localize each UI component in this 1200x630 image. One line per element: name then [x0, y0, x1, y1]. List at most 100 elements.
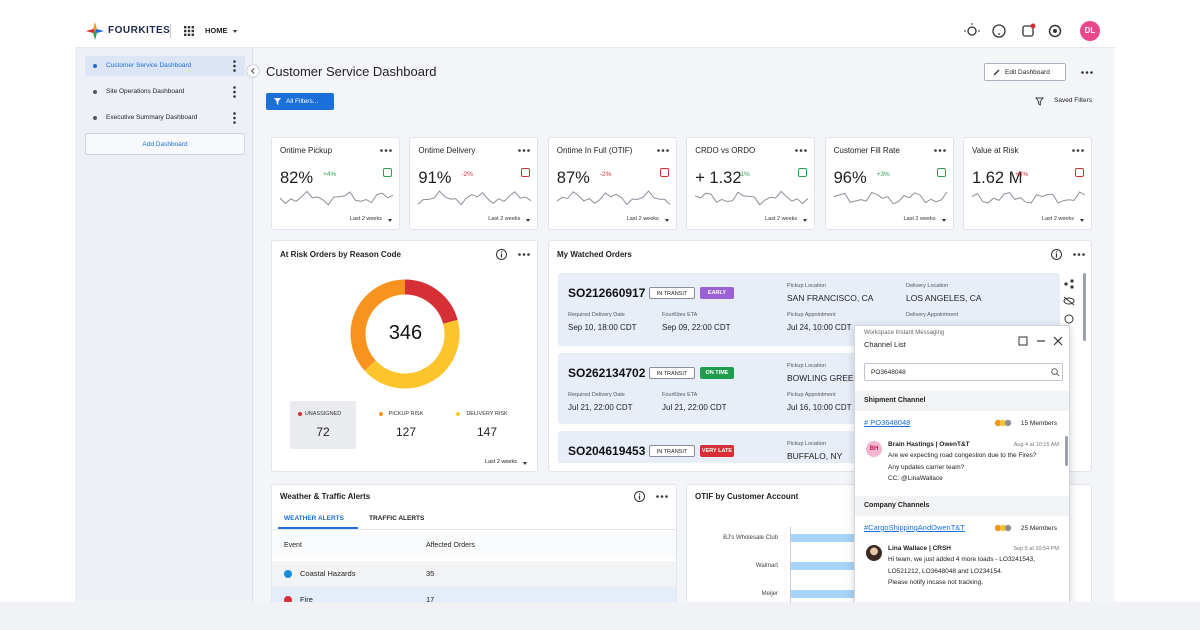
caret — [233, 30, 237, 33]
more-menu[interactable] — [380, 149, 392, 152]
kpi-period[interactable]: Last 2 weeks — [488, 216, 521, 222]
item-dot — [93, 64, 97, 68]
edit-dashboard-button[interactable]: Edit Dashboard — [984, 63, 1066, 81]
nav-menu[interactable]: HOME — [205, 26, 228, 35]
kpi-title: Ontime Pickup — [280, 146, 333, 155]
saved-filters[interactable]: Saved Filters — [1054, 97, 1092, 104]
caret — [1080, 218, 1084, 222]
menu-dot — [1082, 253, 1085, 256]
menu-dot — [665, 495, 668, 498]
legend-label: UNASSIGNED — [304, 411, 342, 417]
more-menu[interactable] — [1073, 253, 1085, 256]
more-menu[interactable] — [656, 495, 668, 498]
kpi-delta: -2% — [599, 171, 612, 178]
more-menu[interactable] — [233, 112, 236, 124]
message-author: Lina Wallace | CRSH — [888, 545, 951, 552]
all-filters-label: All Filters... — [286, 97, 319, 105]
collapse-toggle[interactable] — [246, 64, 260, 78]
table-row[interactable] — [272, 561, 676, 587]
member-dot — [999, 524, 1007, 532]
sidebar-item[interactable]: Executive Summary Dashboard — [85, 108, 245, 128]
pencil — [993, 69, 1000, 76]
menu-dot — [518, 253, 521, 256]
caret — [803, 218, 808, 222]
popup-controls[interactable] — [1018, 336, 1063, 346]
all-filters-button[interactable]: All Filters... — [266, 93, 334, 110]
order-row[interactable]: SO212660917 IN TRANSIT EARLY Required Deliv… — [558, 273, 1060, 346]
more-menu[interactable] — [795, 149, 807, 152]
sparkline-path — [971, 191, 1086, 204]
kpi-delta: -1% — [738, 171, 750, 178]
top-bar — [75, 15, 1115, 48]
row-actions[interactable] — [1063, 279, 1075, 329]
info-icon[interactable] — [634, 491, 645, 502]
kpi-value: 1.62 M — [972, 169, 1023, 187]
more-menu[interactable] — [233, 60, 236, 72]
chat-popup: Workspace Instant Messaging Channel List P… — [854, 325, 1070, 615]
status-badge: IN TRANSIT — [649, 367, 695, 379]
order-pickup: BUFFALO, NY — [787, 451, 843, 461]
add-dashboard-button[interactable]: Add Dashboard — [85, 133, 245, 155]
filter-icon — [1035, 97, 1044, 106]
share-node — [1070, 285, 1074, 289]
chat-app-name: Workspace Instant Messaging — [864, 330, 945, 336]
channel-link[interactable]: # PO3648048 — [864, 418, 911, 427]
kpi-period[interactable]: Last 2 weeks — [765, 216, 798, 222]
sidebar-item[interactable]: Site Operations Dashboard — [85, 82, 245, 102]
more-menu[interactable] — [233, 86, 236, 98]
period-selector[interactable]: Last 2 weeks — [484, 459, 517, 465]
apps-icon[interactable] — [184, 26, 194, 36]
more-menu[interactable] — [1081, 71, 1093, 74]
search-box[interactable]: PO3648048 — [864, 363, 1063, 381]
info-dot — [638, 493, 641, 495]
menu-dot — [527, 253, 530, 256]
eta-badge: ON TIME — [700, 367, 734, 379]
legend-highlight — [290, 401, 356, 449]
kpi-delta: +3% — [876, 171, 890, 178]
order-required-label: Required Delivery Date — [568, 312, 625, 318]
kpi-trend-icon — [521, 168, 531, 177]
more-menu[interactable] — [656, 149, 669, 152]
kpi-delta: +6% — [1015, 171, 1029, 178]
header-icons[interactable] — [962, 22, 1072, 42]
section-header — [855, 496, 1069, 516]
info-icon[interactable] — [1051, 249, 1062, 260]
kpi-period[interactable]: Last 2 weeks — [626, 216, 659, 222]
chat-scrollbar — [1065, 436, 1068, 466]
channel-link[interactable]: #CargoShippingAndOwenT&T — [864, 523, 965, 532]
section-header — [855, 391, 1069, 411]
alert-tab[interactable]: TRAFFIC ALERTS — [369, 515, 425, 522]
order-required: Sep 10, 18:00 CDT — [568, 323, 637, 332]
more-menu[interactable] — [518, 253, 530, 256]
kpi-period[interactable]: Last 2 weeks — [903, 216, 936, 222]
message-line: LO521212, LO3648048 and LO234154. — [888, 567, 1003, 575]
more-menu[interactable] — [518, 149, 531, 152]
order-eta: Sep 09, 22:00 CDT — [662, 323, 731, 332]
caret — [388, 218, 392, 222]
menu-dot — [1073, 253, 1076, 256]
kpi-period[interactable]: Last 2 weeks — [349, 216, 382, 222]
alert-tab[interactable]: WEATHER ALERTS — [284, 515, 344, 522]
legend-dot — [456, 412, 461, 416]
menu-dot — [1072, 149, 1075, 152]
table-cell: Coastal Hazards — [300, 569, 356, 578]
order-id: SO204619453 — [568, 444, 646, 458]
item-dot — [93, 90, 97, 94]
menu-dot — [389, 149, 392, 152]
sparkline — [833, 191, 948, 205]
kpi-period[interactable]: Last 2 weeks — [1041, 216, 1074, 222]
member-count: 15 Members — [1020, 420, 1057, 427]
user-avatar[interactable]: DL — [1080, 21, 1100, 41]
sidebar-item[interactable]: Customer Service Dashboard — [85, 56, 245, 76]
logo-mark — [86, 22, 104, 40]
caret — [526, 218, 531, 222]
kpi-title: Ontime In Full (OTIF) — [556, 146, 633, 155]
info-icon[interactable] — [496, 249, 507, 260]
kpi-card: Ontime Delivery 91% -2% Last 2 weeks — [409, 137, 539, 230]
donut-segment — [404, 279, 458, 325]
more-menu[interactable] — [1072, 149, 1084, 152]
menu-dot — [233, 86, 236, 89]
kpi-trend-icon — [659, 168, 669, 177]
more-menu[interactable] — [933, 149, 946, 152]
eta-badge: VERY LATE — [700, 445, 734, 457]
